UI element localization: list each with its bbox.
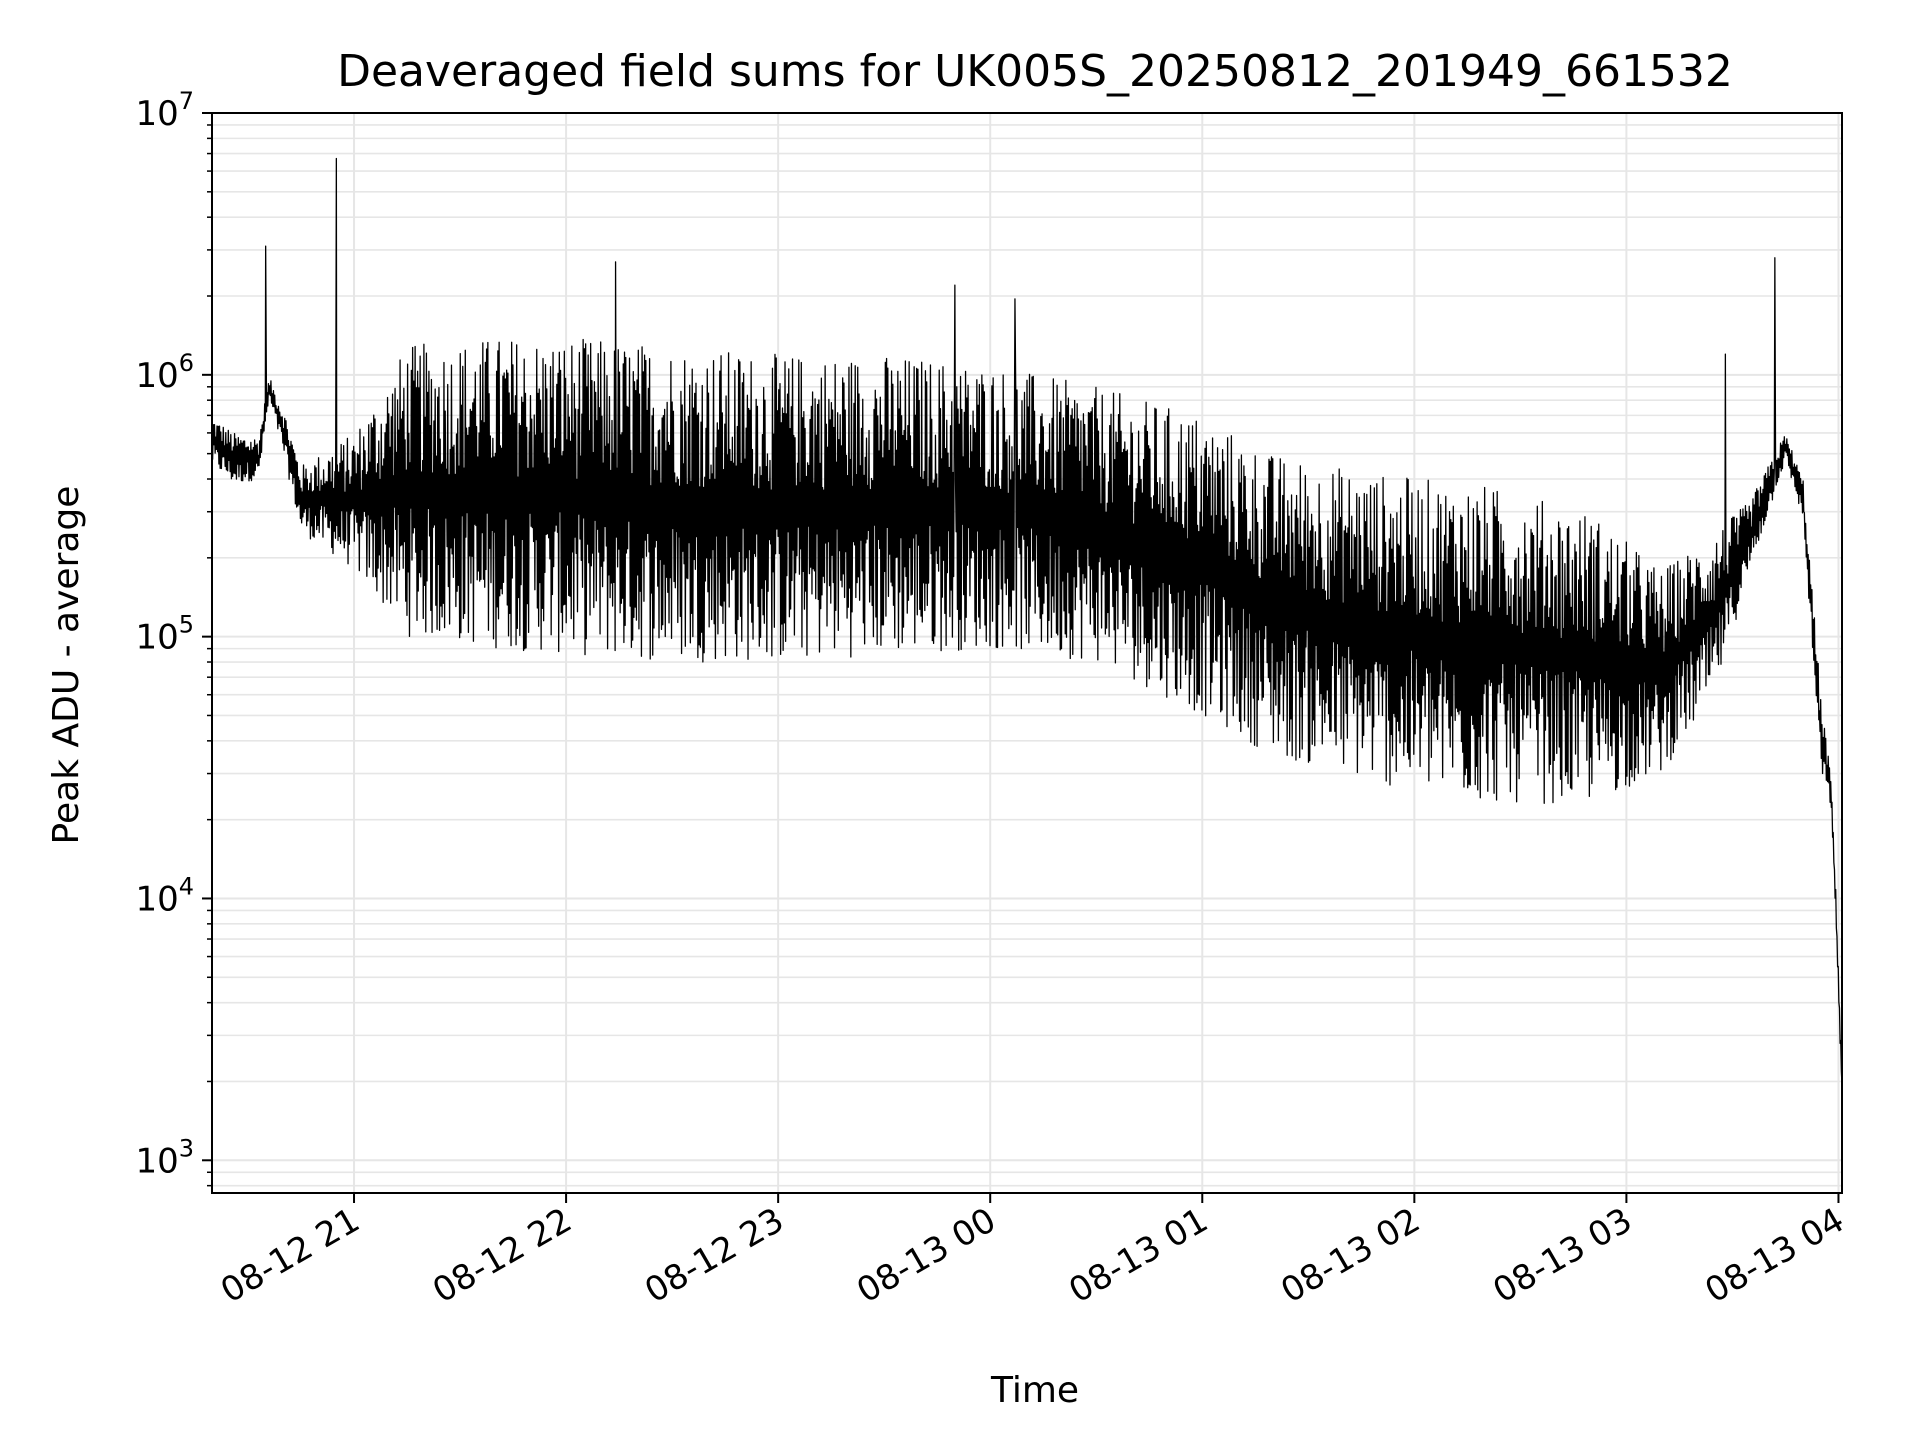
- x-axis-label: Time: [990, 1370, 1079, 1411]
- series-layer: [211, 157, 1843, 1085]
- y-tick-label: 107: [135, 87, 194, 134]
- y-tick-label: 106: [135, 349, 194, 396]
- y-axis-label: Peak ADU - average: [46, 486, 87, 845]
- plot-frame: [211, 112, 1843, 1194]
- y-tick-label: 105: [135, 611, 194, 658]
- series-line: [211, 157, 1843, 1085]
- y-tick-label: 104: [135, 872, 194, 919]
- chart-title: Deaveraged field sums for UK005S_2025081…: [337, 46, 1733, 97]
- y-tick-label: 103: [135, 1134, 194, 1181]
